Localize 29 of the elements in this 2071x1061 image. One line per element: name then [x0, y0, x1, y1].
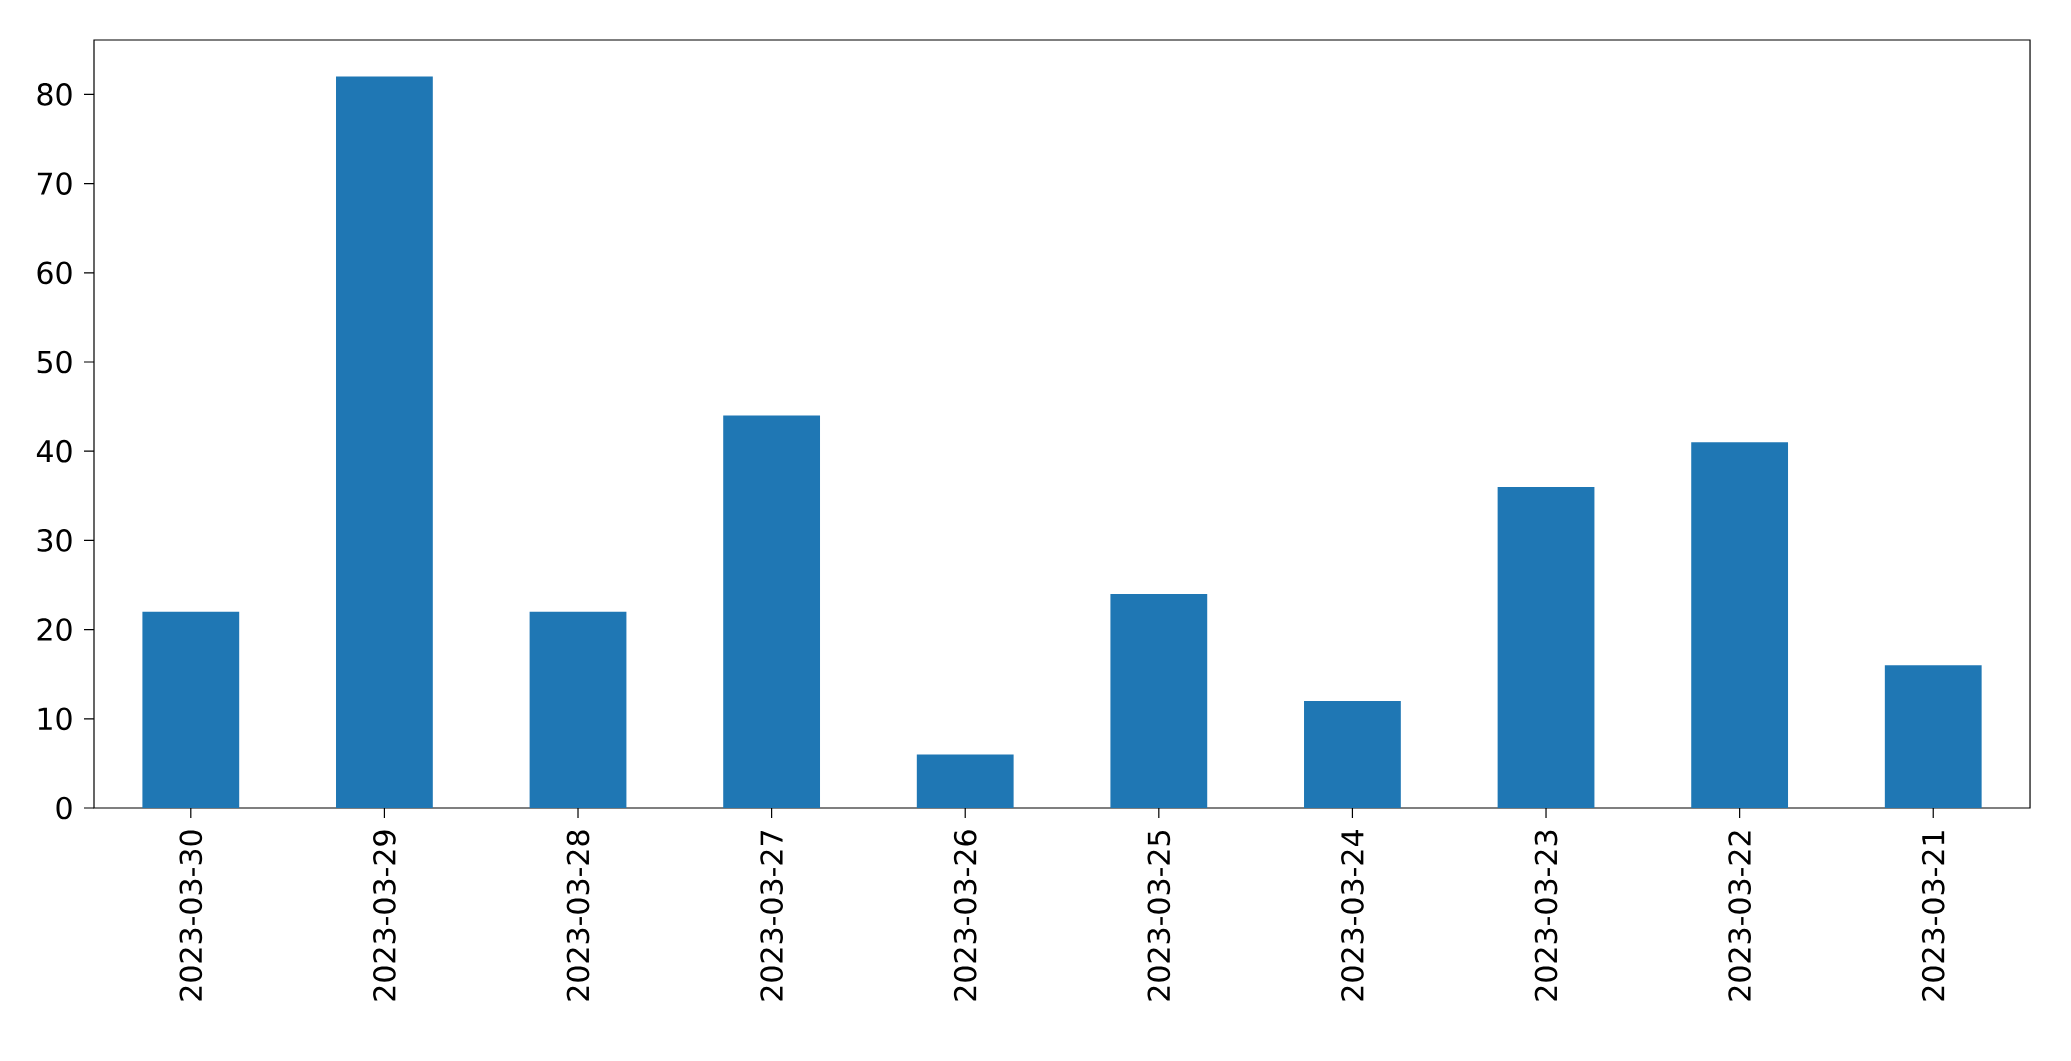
bar — [916, 754, 1014, 808]
x-tick-label: 2023-03-28 — [566, 830, 590, 1001]
x-tick-label: 2023-03-26 — [953, 830, 977, 1001]
y-tick-label: 30 — [37, 529, 72, 552]
y-tick-label: 20 — [37, 618, 72, 641]
y-tick-label: 60 — [37, 261, 72, 285]
x-tick-label: 2023-03-21 — [1921, 831, 1945, 1001]
y-tick-label: 50 — [37, 350, 72, 374]
x-tick-label: 2023-03-23 — [1534, 830, 1558, 1001]
x-tick-label: 2023-03-29 — [373, 830, 396, 1001]
y-tick-label: 0 — [56, 796, 72, 820]
x-tick-label: 2023-03-25 — [1147, 831, 1171, 1001]
x-tick-label: 2023-03-30 — [179, 830, 203, 1001]
x-tick-label: 2023-03-22 — [1728, 831, 1751, 1001]
bar — [723, 415, 821, 808]
x-tick-label: 2023-03-27 — [760, 830, 783, 1001]
y-tick-label: 10 — [38, 707, 72, 731]
bar — [529, 611, 627, 808]
bar — [336, 76, 433, 808]
y-tick-label: 70 — [37, 172, 72, 195]
bar — [142, 611, 240, 808]
y-tick-label: 80 — [37, 83, 72, 106]
x-tick-label: 2023-03-24 — [1341, 830, 1364, 1001]
bar — [1884, 665, 1982, 808]
bar — [1691, 442, 1789, 808]
bar — [1110, 593, 1208, 808]
y-tick-label: 40 — [36, 439, 72, 463]
bar — [1497, 486, 1595, 808]
bar — [1304, 700, 1401, 808]
